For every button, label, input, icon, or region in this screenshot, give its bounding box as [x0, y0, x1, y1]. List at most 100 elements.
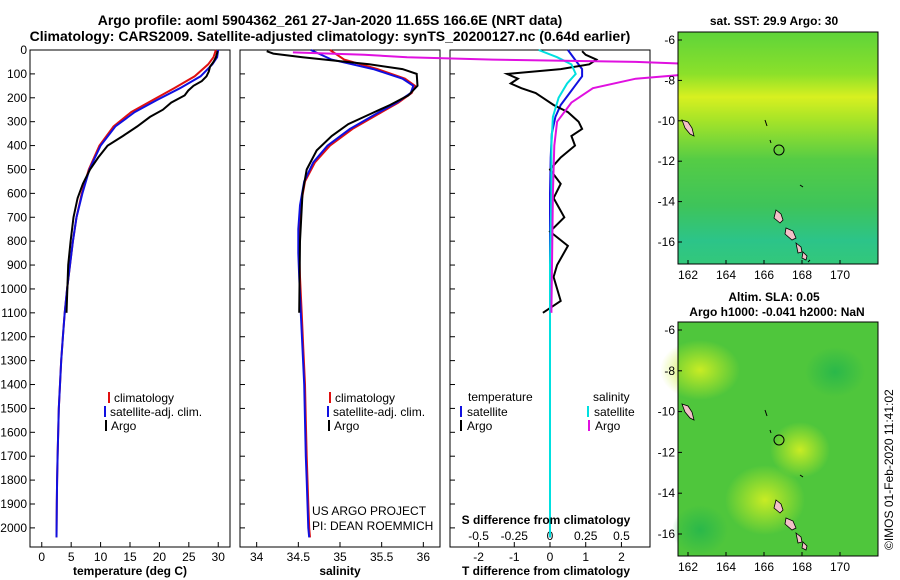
temperature-xticks: 0 5 10 15 20 25 30: [38, 542, 225, 564]
small-islands: [764, 119, 811, 263]
pi-credit: PI: DEAN ROEMMICH: [312, 519, 433, 533]
sla-high-patch: [660, 340, 740, 400]
x-tick-label: -2: [473, 550, 484, 564]
t-difference-xlabel: T difference from climatology: [462, 564, 630, 578]
map-y-tick-label: -10: [658, 114, 676, 128]
series-climatology: [55, 49, 217, 538]
map-y-tick-label: -12: [658, 154, 676, 168]
difference-legend: temperature salinity satellite Argo sate…: [460, 390, 635, 433]
map-y-tick-label: -8: [664, 364, 675, 378]
series-argo: [65, 50, 219, 313]
x-tick-label: 20: [153, 550, 167, 564]
legend-argo-label: Argo: [111, 419, 137, 433]
pressure-tick-label: 800: [7, 234, 27, 248]
x-tick-label: 0: [547, 550, 554, 564]
temperature-legend: climatology satellite-adj. clim. Argo: [104, 391, 202, 433]
x-tick-label: 34.5: [287, 550, 311, 564]
s-difference-xlabel: S difference from climatology: [462, 513, 631, 527]
argo-location-marker: [773, 434, 785, 446]
islands-vanuatu-south: [773, 499, 808, 551]
map-y-tick-label: -10: [658, 405, 676, 419]
x-tick-label: 1: [582, 550, 589, 564]
series-argo: [266, 50, 419, 313]
pressure-tick-label: 500: [7, 162, 27, 176]
island-espiritu-santo: [681, 403, 695, 421]
map-y-tick-label: -6: [664, 33, 675, 47]
sla-map: [660, 321, 879, 557]
legend-temperature-title: temperature: [468, 390, 533, 404]
salinity-panel-frame: [239, 49, 441, 548]
temperature-panel-frame: [29, 49, 231, 548]
map-x-tick-label: 168: [792, 560, 812, 574]
legend-t-satellite-label: satellite: [467, 405, 508, 419]
s-x-tick-label: -0.5: [468, 529, 489, 543]
pressure-tick-label: 600: [7, 186, 27, 200]
series-satellite-adj-clim-: [297, 49, 415, 538]
sla-map-title-2: Argo h1000: -0.041 h2000: NaN: [689, 305, 864, 319]
pressure-tick-label: 1100: [1, 306, 27, 320]
pressure-tick-label: 1800: [0, 473, 27, 487]
pressure-tick-label: 400: [7, 139, 27, 153]
x-tick-label: 34: [250, 550, 264, 564]
series-t-argo: [503, 50, 599, 314]
sst-map-title: sat. SST: 29.9 Argo: 30: [710, 14, 839, 28]
sla-map-frame: [677, 321, 879, 557]
island-espiritu-santo: [681, 119, 695, 137]
sst-map-frame: [677, 31, 879, 265]
sla-map-title-1: Altim. SLA: 0.05: [728, 290, 820, 304]
map-x-tick-label: 162: [678, 268, 698, 282]
pressure-tick-label: 900: [7, 258, 27, 272]
pressure-tick-label: 1400: [0, 378, 27, 392]
legend-t-argo-label: Argo: [467, 419, 493, 433]
x-tick-label: 35: [333, 550, 347, 564]
x-tick-label: 10: [94, 550, 108, 564]
salinity-legend: climatology satellite-adj. clim. Argo: [327, 391, 425, 433]
pressure-tick-label: 1600: [0, 425, 27, 439]
pressure-tick-label: 2000: [0, 521, 27, 535]
islands-vanuatu-south: [773, 209, 808, 261]
sla-low-patch: [672, 505, 728, 555]
x-tick-label: -1: [509, 550, 520, 564]
legend-satellite-label: satellite-adj. clim.: [333, 405, 425, 419]
map-x-tick-label: 162: [678, 560, 698, 574]
s-x-tick-label: 0.25: [574, 529, 598, 543]
title-line-2: Climatology: CARS2009. Satellite-adjuste…: [29, 28, 631, 44]
map-x-tick-label: 170: [830, 268, 850, 282]
series-satellite-adj-clim-: [55, 49, 220, 538]
map-y-tick-label: -6: [664, 323, 675, 337]
pressure-tick-label: 1700: [0, 449, 27, 463]
sst-map-field: [678, 32, 878, 264]
legend-satellite-label: satellite-adj. clim.: [110, 405, 202, 419]
pressure-tick-label: 1200: [0, 330, 27, 344]
map-y-tick-label: -8: [664, 73, 675, 87]
small-islands: [764, 409, 804, 478]
map-x-tick-label: 164: [716, 268, 736, 282]
sla-high-patch: [725, 465, 805, 535]
pressure-axis: 0 100 200 300 400 500 600 700 800 900 1000 1100 1200…: [0, 43, 455, 535]
x-tick-label: 25: [182, 550, 196, 564]
sst-map: [677, 31, 879, 265]
series-s-satellite: [538, 49, 577, 538]
title-line-1: Argo profile: aoml 5904362_261 27-Jan-20…: [97, 12, 563, 28]
map-y-tick-label: -16: [658, 235, 676, 249]
sla-map-axes: -6 -8 -10 -12 -14 -16 162 164 166 168 170: [658, 323, 851, 574]
x-tick-label: 35.5: [370, 550, 394, 564]
map-x-tick-label: 168: [792, 268, 812, 282]
sla-high-patch: [770, 422, 830, 478]
map-y-tick-label: -12: [658, 445, 676, 459]
series-t-satellite: [549, 49, 584, 538]
pressure-tick-label: 200: [7, 91, 27, 105]
legend-climatology-label: climatology: [114, 391, 174, 405]
pressure-tick-label: 1900: [0, 497, 27, 511]
legend-salinity-title: salinity: [593, 390, 630, 404]
map-y-tick-label: -16: [658, 527, 676, 541]
sst-map-axes: -6 -8 -10 -12 -14 -16 162 164 166 168 170: [658, 33, 851, 282]
x-tick-label: 0: [38, 550, 45, 564]
pressure-tick-label: 1000: [0, 282, 27, 296]
pressure-tick-label: 1500: [0, 401, 27, 415]
map-x-tick-label: 166: [754, 268, 774, 282]
pressure-tick-label: 300: [7, 115, 27, 129]
map-x-tick-label: 170: [830, 560, 850, 574]
legend-s-satellite-label: satellite: [594, 405, 635, 419]
